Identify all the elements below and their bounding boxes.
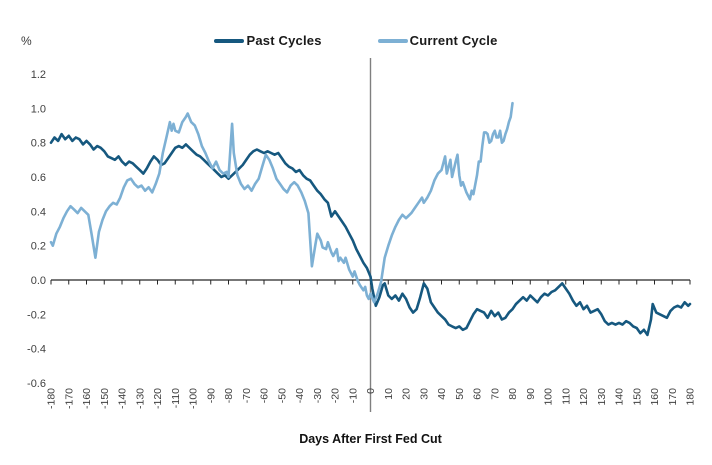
y-tick-label: -0.2	[27, 309, 46, 321]
x-tick-label: -50	[276, 388, 288, 403]
current-cycle-legend-label: Current Cycle	[409, 33, 498, 48]
x-tick-label: 30	[418, 388, 430, 400]
x-tick-label: 80	[507, 388, 519, 400]
y-axis-unit-label: %	[21, 34, 32, 48]
x-tick-label: 180	[685, 388, 697, 406]
current-cycle-line	[49, 101, 514, 304]
x-tick-label: -120	[152, 388, 164, 409]
x-tick-label: 110	[560, 388, 572, 405]
x-tick-label: 120	[578, 388, 590, 406]
past-cycles-legend-label: Past Cycles	[246, 33, 322, 48]
x-tick-label: 130	[596, 388, 608, 406]
x-tick-label: 70	[489, 388, 501, 400]
x-tick-label: -90	[205, 388, 217, 403]
x-axis-title: Days After First Fed Cut	[299, 432, 442, 446]
x-tick-label: 160	[649, 388, 661, 406]
y-tick-label: 1.2	[31, 69, 46, 81]
x-tick-label: -80	[223, 388, 235, 403]
x-tick-label: 10	[383, 388, 395, 400]
x-tick-label: -70	[241, 388, 253, 403]
x-tick-label: 90	[525, 388, 537, 400]
x-tick-label: 0	[365, 388, 377, 394]
y-tick-label: -0.4	[27, 344, 46, 356]
x-tick-label: 170	[667, 388, 679, 406]
x-tick-label: 40	[436, 388, 448, 400]
x-tick-label: -130	[134, 388, 146, 409]
x-tick-label: -110	[170, 388, 182, 408]
x-tick-label: -10	[347, 388, 359, 403]
x-tick-label: 60	[472, 388, 484, 400]
x-tick-label: -160	[81, 388, 93, 409]
x-tick-label: -60	[259, 388, 271, 403]
legend-item-current-cycle: Current Cycle	[377, 33, 498, 48]
x-tick-label: -170	[63, 388, 75, 409]
y-tick-label: 0.2	[31, 241, 46, 253]
current-cycle-line-swatch	[377, 38, 408, 43]
past-cycles-line-swatch	[214, 38, 245, 43]
y-tick-label: 0.6	[31, 172, 46, 184]
x-tick-label: -30	[312, 388, 324, 403]
x-tick-label: 150	[631, 388, 643, 406]
y-tick-label: -0.6	[27, 378, 46, 390]
x-tick-label: 100	[543, 388, 555, 406]
chart-legend: Past Cycles Current Cycle	[0, 33, 712, 48]
y-tick-label: 0.4	[31, 206, 46, 218]
x-tick-label: -140	[117, 388, 129, 409]
x-tick-label: 50	[454, 388, 466, 400]
x-tick-label: -180	[46, 388, 58, 409]
y-tick-label: 0.8	[31, 138, 46, 150]
legend-item-past-cycles: Past Cycles	[214, 33, 321, 48]
x-tick-label: -150	[99, 388, 111, 409]
x-tick-label: 20	[401, 388, 413, 400]
x-tick-label: 140	[614, 388, 626, 406]
x-tick-label: -100	[188, 388, 200, 409]
past-cycles-line	[49, 132, 692, 337]
x-tick-label: -20	[330, 388, 342, 403]
y-tick-label: 0.0	[31, 275, 46, 287]
x-tick-label: -40	[294, 388, 306, 403]
y-tick-label: 1.0	[31, 103, 46, 115]
